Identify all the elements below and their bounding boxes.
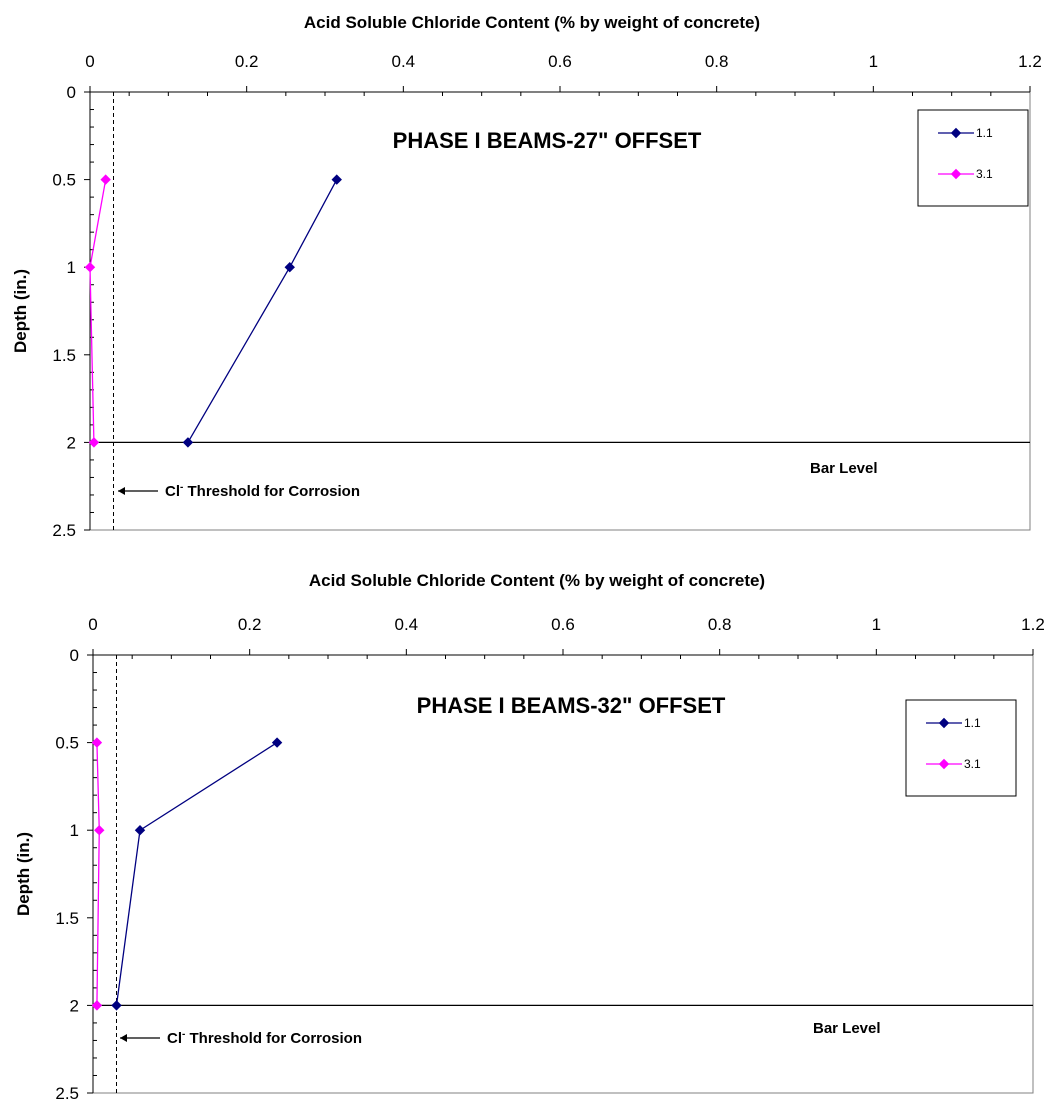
data-point [182,437,194,448]
x-tick-label: 0.8 [705,52,729,71]
series-1.1 [111,737,283,1011]
threshold-arrow-head [120,1034,127,1042]
legend-swatch-marker [938,717,950,729]
y-tick-label: 2.5 [55,1084,79,1099]
data-point [100,174,111,185]
threshold-label-prefix: Cl [167,1030,182,1047]
plot-area-border [92,654,1034,1094]
chart-2: Acid Soluble Chloride Content (% by weig… [14,571,1045,1099]
chart-title: PHASE I BEAMS-32" OFFSET [417,693,726,718]
x-tick-label: 0.6 [548,52,572,71]
x-tick-label: 1.2 [1021,615,1045,634]
x-axis-title: Acid Soluble Chloride Content (% by weig… [309,571,765,590]
series-line [187,179,338,443]
y-tick-label: 2 [70,996,79,1015]
x-axis-title: Acid Soluble Chloride Content (% by weig… [304,13,760,32]
series-3.1 [91,737,105,1011]
y-tick-label: 1 [67,258,76,277]
legend-box [905,699,1017,797]
series-3.1 [84,174,111,448]
data-point [284,261,295,273]
series-line [89,179,107,443]
data-point [84,261,96,273]
legend-label: 3.1 [976,167,993,181]
y-tick-label: 1.5 [55,909,79,928]
data-point [331,174,342,185]
threshold-label-rest: Threshold for Corrosion [183,483,360,500]
bar-level-label: Bar Level [813,1020,881,1037]
threshold-label-rest: Threshold for Corrosion [185,1030,362,1047]
y-tick-label: 2.5 [52,521,76,540]
y-tick-label: 0 [67,83,76,102]
threshold-label: Cl- Threshold for Corrosion [165,482,360,500]
data-point [91,1000,103,1011]
x-tick-label: 1.2 [1018,52,1042,71]
legend-label: 3.1 [964,757,981,771]
legend: 1.1 3.1 [917,109,1029,207]
plot-area-border [89,91,1031,531]
x-tick-label: 0.4 [395,615,419,634]
series-1.1 [182,174,342,448]
y-tick-label: 1.5 [52,346,76,365]
x-tick-label: 0 [85,52,94,71]
legend-label: 1.1 [976,126,993,140]
legend: 1.1 3.1 [905,699,1017,797]
y-tick-label: 0 [70,646,79,665]
chart-title: PHASE I BEAMS-27" OFFSET [393,128,702,153]
y-tick-label: 0.5 [55,734,79,753]
data-point [134,824,146,836]
threshold-label: Cl- Threshold for Corrosion [167,1029,362,1047]
x-tick-label: 0.4 [392,52,416,71]
series-line [115,742,278,1006]
threshold-label-sup: - [182,1029,185,1040]
y-tick-label: 1 [70,821,79,840]
y-tick-label: 0.5 [52,171,76,190]
data-point [111,1000,122,1011]
y-axis-title: Depth (in.) [14,832,33,916]
threshold-arrow-head [118,487,125,495]
threshold-label-sup: - [180,482,183,493]
x-tick-label: 0 [88,615,97,634]
data-point [91,737,103,748]
x-tick-label: 1 [872,615,881,634]
x-tick-label: 0.2 [235,52,259,71]
y-axis-title: Depth (in.) [11,269,30,353]
series-line [96,742,100,1006]
x-tick-label: 0.2 [238,615,262,634]
chart-1: Acid Soluble Chloride Content (% by weig… [11,13,1042,540]
x-tick-label: 0.8 [708,615,732,634]
y-tick-label: 2 [67,433,76,452]
data-point [271,737,283,748]
x-tick-label: 0.6 [551,615,575,634]
bar-level-label: Bar Level [810,460,878,477]
legend-swatch-marker [950,168,962,180]
legend-swatch-marker [950,127,962,139]
data-point [88,437,100,448]
data-point [94,824,105,836]
threshold-label-prefix: Cl [165,483,180,500]
legend-box [917,109,1029,207]
legend-label: 1.1 [964,716,981,730]
x-tick-label: 1 [869,52,878,71]
legend-swatch-marker [938,758,950,770]
